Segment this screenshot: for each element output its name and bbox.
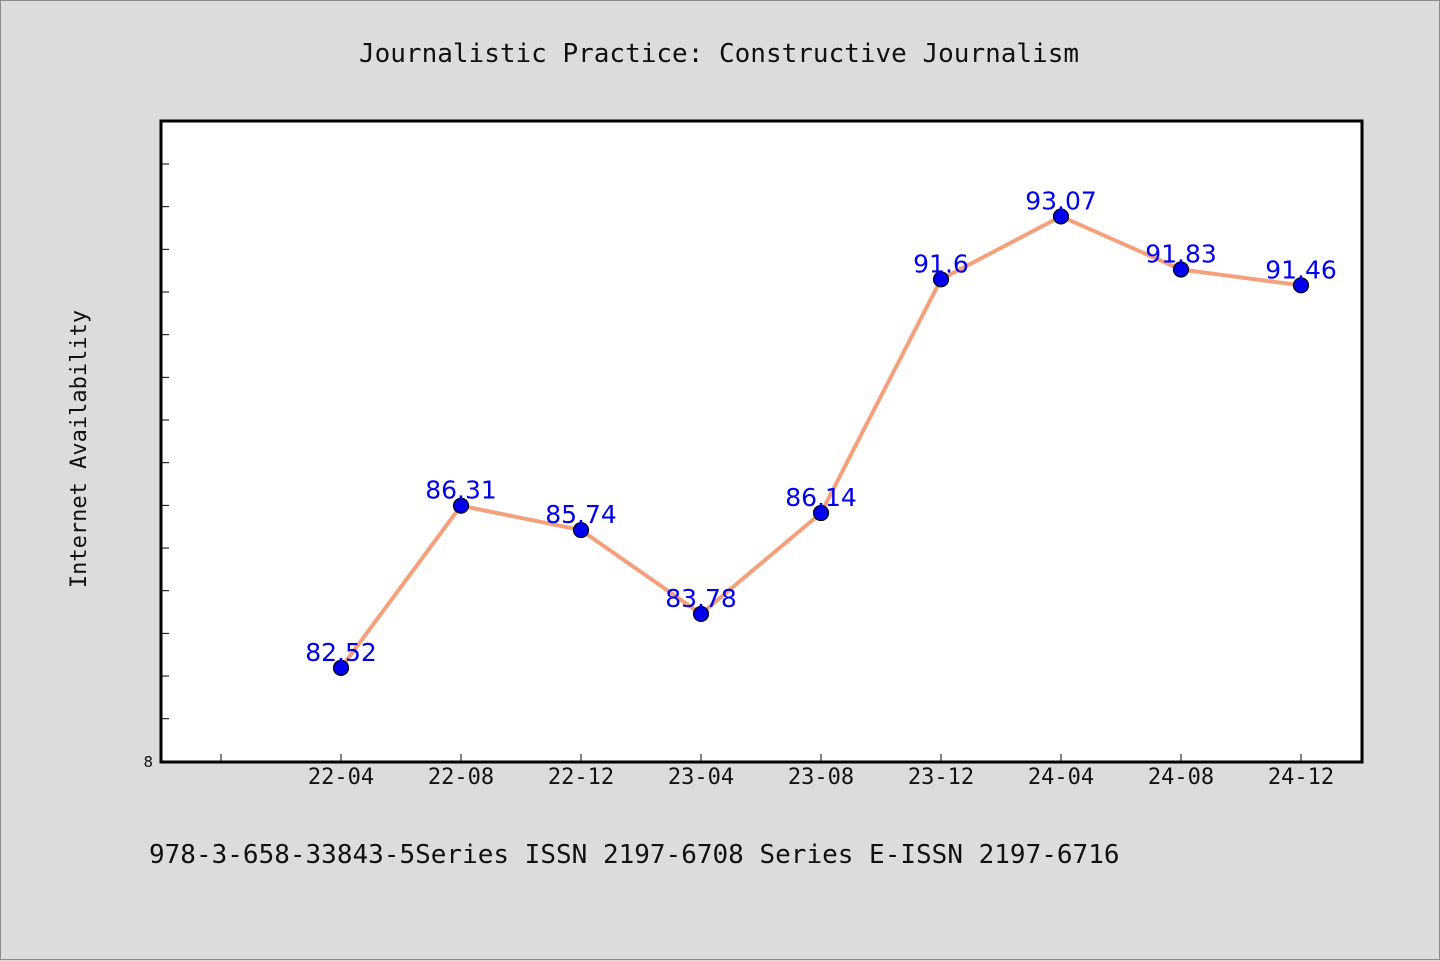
data-label: 91.46	[1265, 255, 1337, 284]
data-label: 93.07	[1025, 186, 1097, 215]
chart-title: Journalistic Practice: Constructive Jour…	[359, 39, 1079, 69]
data-point	[1052, 208, 1070, 225]
data-label: 91.83	[1145, 239, 1217, 268]
y-axis-label: Internet Availability	[67, 310, 92, 588]
data-label: 86.14	[785, 483, 857, 512]
x-tick-label: 23-12	[908, 765, 974, 790]
x-tick-label: 23-08	[788, 765, 854, 790]
series-markers	[332, 208, 1310, 676]
data-label: 83.78	[665, 584, 737, 613]
x-tick-label: 24-08	[1148, 765, 1214, 790]
data-label: 85.74	[545, 500, 617, 529]
x-axis-tick-labels: 22-04 22-08 22-12 23-04 23-08 23-12 24-04 24-08…	[308, 765, 1334, 790]
data-point	[452, 497, 470, 514]
data-label: 82.52	[305, 638, 377, 667]
x-tick-label: 24-04	[1028, 765, 1094, 790]
plot-area	[159, 119, 1364, 764]
footer-isbn-text: 978-3-658-33843-5Series ISSN 2197-6708 S…	[149, 840, 1120, 870]
x-tick-label: 22-04	[308, 765, 374, 790]
y-tick-label: 8	[143, 753, 153, 771]
data-label: 91.6	[913, 249, 969, 278]
data-point	[572, 521, 590, 539]
data-label: 86.31	[425, 476, 497, 505]
data-point	[692, 605, 710, 623]
data-point	[932, 271, 950, 288]
y-axis-ticks	[161, 163, 169, 720]
data-labels: 82.52 86.31 85.74 83.78 86.14 91.6 93.07 91.83 9…	[305, 186, 1337, 666]
data-point	[812, 504, 830, 522]
data-point	[1292, 277, 1310, 294]
data-point	[332, 659, 350, 676]
x-axis-ticks	[220, 754, 1302, 762]
data-point	[1172, 261, 1190, 278]
x-tick-label: 23-04	[668, 765, 734, 790]
x-tick-label: 22-08	[428, 765, 494, 790]
x-tick-label: 24-12	[1268, 765, 1334, 790]
x-tick-label: 22-12	[548, 765, 614, 790]
